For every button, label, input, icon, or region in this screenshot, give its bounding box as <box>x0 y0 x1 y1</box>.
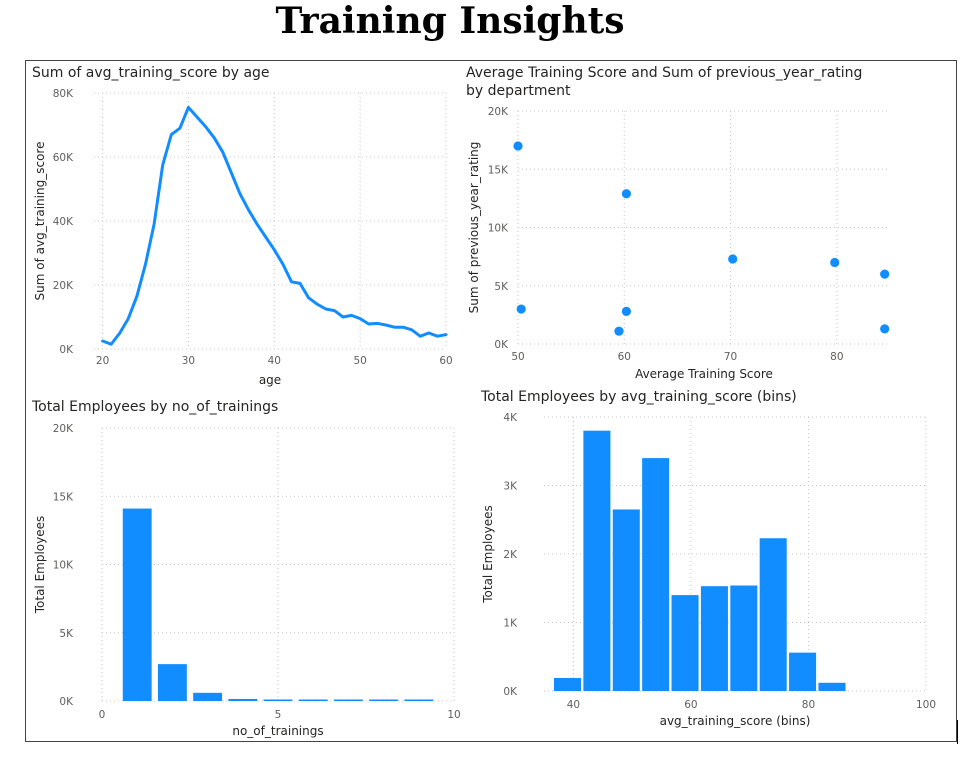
scatter-point <box>830 257 840 268</box>
x-tick-label: 40 <box>567 699 580 711</box>
bar <box>404 699 434 701</box>
bar <box>612 509 640 691</box>
scatter-point <box>880 324 890 334</box>
x-tick-label: 80 <box>830 351 843 363</box>
scatter-point <box>513 141 523 151</box>
scatter-point <box>516 304 526 314</box>
y-axis-title: Sum of avg_training_score <box>33 142 47 301</box>
x-axis-title: no_of_trainings <box>232 724 323 738</box>
x-tick-label: 60 <box>618 351 631 363</box>
chart-title: Sum of avg_training_score by age <box>32 65 270 81</box>
y-tick-label: 3K <box>503 481 518 493</box>
y-tick-label: 15K <box>53 491 74 503</box>
bar-chart-training-score-bins[interactable]: Total Employees by avg_training_score (b… <box>474 383 955 741</box>
x-axis-title: Average Training Score <box>635 367 773 381</box>
y-axis-title: Total Employees <box>481 505 495 604</box>
bar <box>193 692 223 701</box>
y-tick-label: 2K <box>503 549 518 561</box>
y-tick-label: 20K <box>53 423 74 435</box>
chart-title-line: Average Training Score and Sum of previo… <box>466 65 862 81</box>
y-tick-label: 10K <box>53 560 74 572</box>
scatter-point <box>728 254 738 264</box>
bar <box>263 699 293 701</box>
y-tick-label: 0K <box>59 344 74 356</box>
x-tick-label: 60 <box>439 355 452 367</box>
x-tick-label: 50 <box>511 351 524 363</box>
bar <box>583 430 611 691</box>
scatter-point <box>621 189 632 199</box>
bar-chart-no-of-trainings[interactable]: Total Employees by no_of_trainings 0K 5K 10… <box>26 392 466 742</box>
chart-title-line: by department <box>466 83 571 99</box>
x-tick-label: 30 <box>182 355 195 367</box>
x-tick-label: 60 <box>684 699 697 711</box>
scatter-point <box>621 306 632 316</box>
y-tick-label: 20K <box>488 106 509 118</box>
y-tick-label: 20K <box>53 280 74 292</box>
y-tick-label: 60K <box>53 152 74 164</box>
x-tick-label: 5 <box>275 709 282 721</box>
x-tick-label: 0 <box>99 709 106 721</box>
chart-title: Total Employees by avg_training_score (b… <box>480 389 797 405</box>
y-tick-label: 15K <box>488 164 509 176</box>
bar <box>157 664 187 701</box>
bar <box>228 698 258 701</box>
line-chart-age[interactable]: Sum of avg_training_score by age 0K 20K 40K… <box>26 61 456 391</box>
x-tick-label: 100 <box>916 699 936 711</box>
y-tick-label: 0K <box>59 696 74 708</box>
bar <box>369 699 399 701</box>
x-tick-label: 10 <box>447 709 460 721</box>
x-tick-label: 80 <box>802 699 815 711</box>
bar <box>730 585 758 691</box>
y-tick-label: 5K <box>494 281 509 293</box>
y-axis-title: Total Employees <box>33 516 47 615</box>
x-tick-label: 40 <box>268 355 281 367</box>
x-tick-label: 50 <box>353 355 366 367</box>
bar <box>789 652 817 691</box>
x-tick-label: 20 <box>96 355 109 367</box>
edge-marker <box>957 720 958 744</box>
bar <box>700 586 728 691</box>
bar <box>818 682 846 691</box>
y-tick-label: 4K <box>503 412 518 424</box>
y-tick-label: 5K <box>59 628 74 640</box>
x-tick-label: 70 <box>724 351 737 363</box>
bar <box>122 508 152 701</box>
chart-title: Total Employees by no_of_trainings <box>31 399 278 415</box>
y-tick-label: 10K <box>488 223 509 235</box>
scatter-chart-department[interactable]: Average Training Score and Sum of previo… <box>460 61 955 391</box>
report-frame <box>25 60 957 742</box>
y-tick-label: 40K <box>53 216 74 228</box>
page-title: Training Insights <box>275 0 625 42</box>
bar <box>298 699 328 701</box>
scatter-point <box>880 269 890 279</box>
scatter-point <box>614 326 624 336</box>
series-line <box>101 105 448 346</box>
x-axis-title: avg_training_score (bins) <box>660 714 811 728</box>
bar <box>759 538 787 691</box>
bar <box>642 458 670 691</box>
bar <box>553 677 582 691</box>
x-axis-title: age <box>259 373 281 387</box>
bar <box>333 699 363 701</box>
y-tick-label: 0K <box>494 339 509 351</box>
bar <box>671 595 699 691</box>
y-tick-label: 80K <box>53 88 74 100</box>
y-tick-label: 0K <box>503 686 518 698</box>
y-axis-title: Sum of previous_year_rating <box>467 142 481 314</box>
y-tick-label: 1K <box>503 618 518 630</box>
